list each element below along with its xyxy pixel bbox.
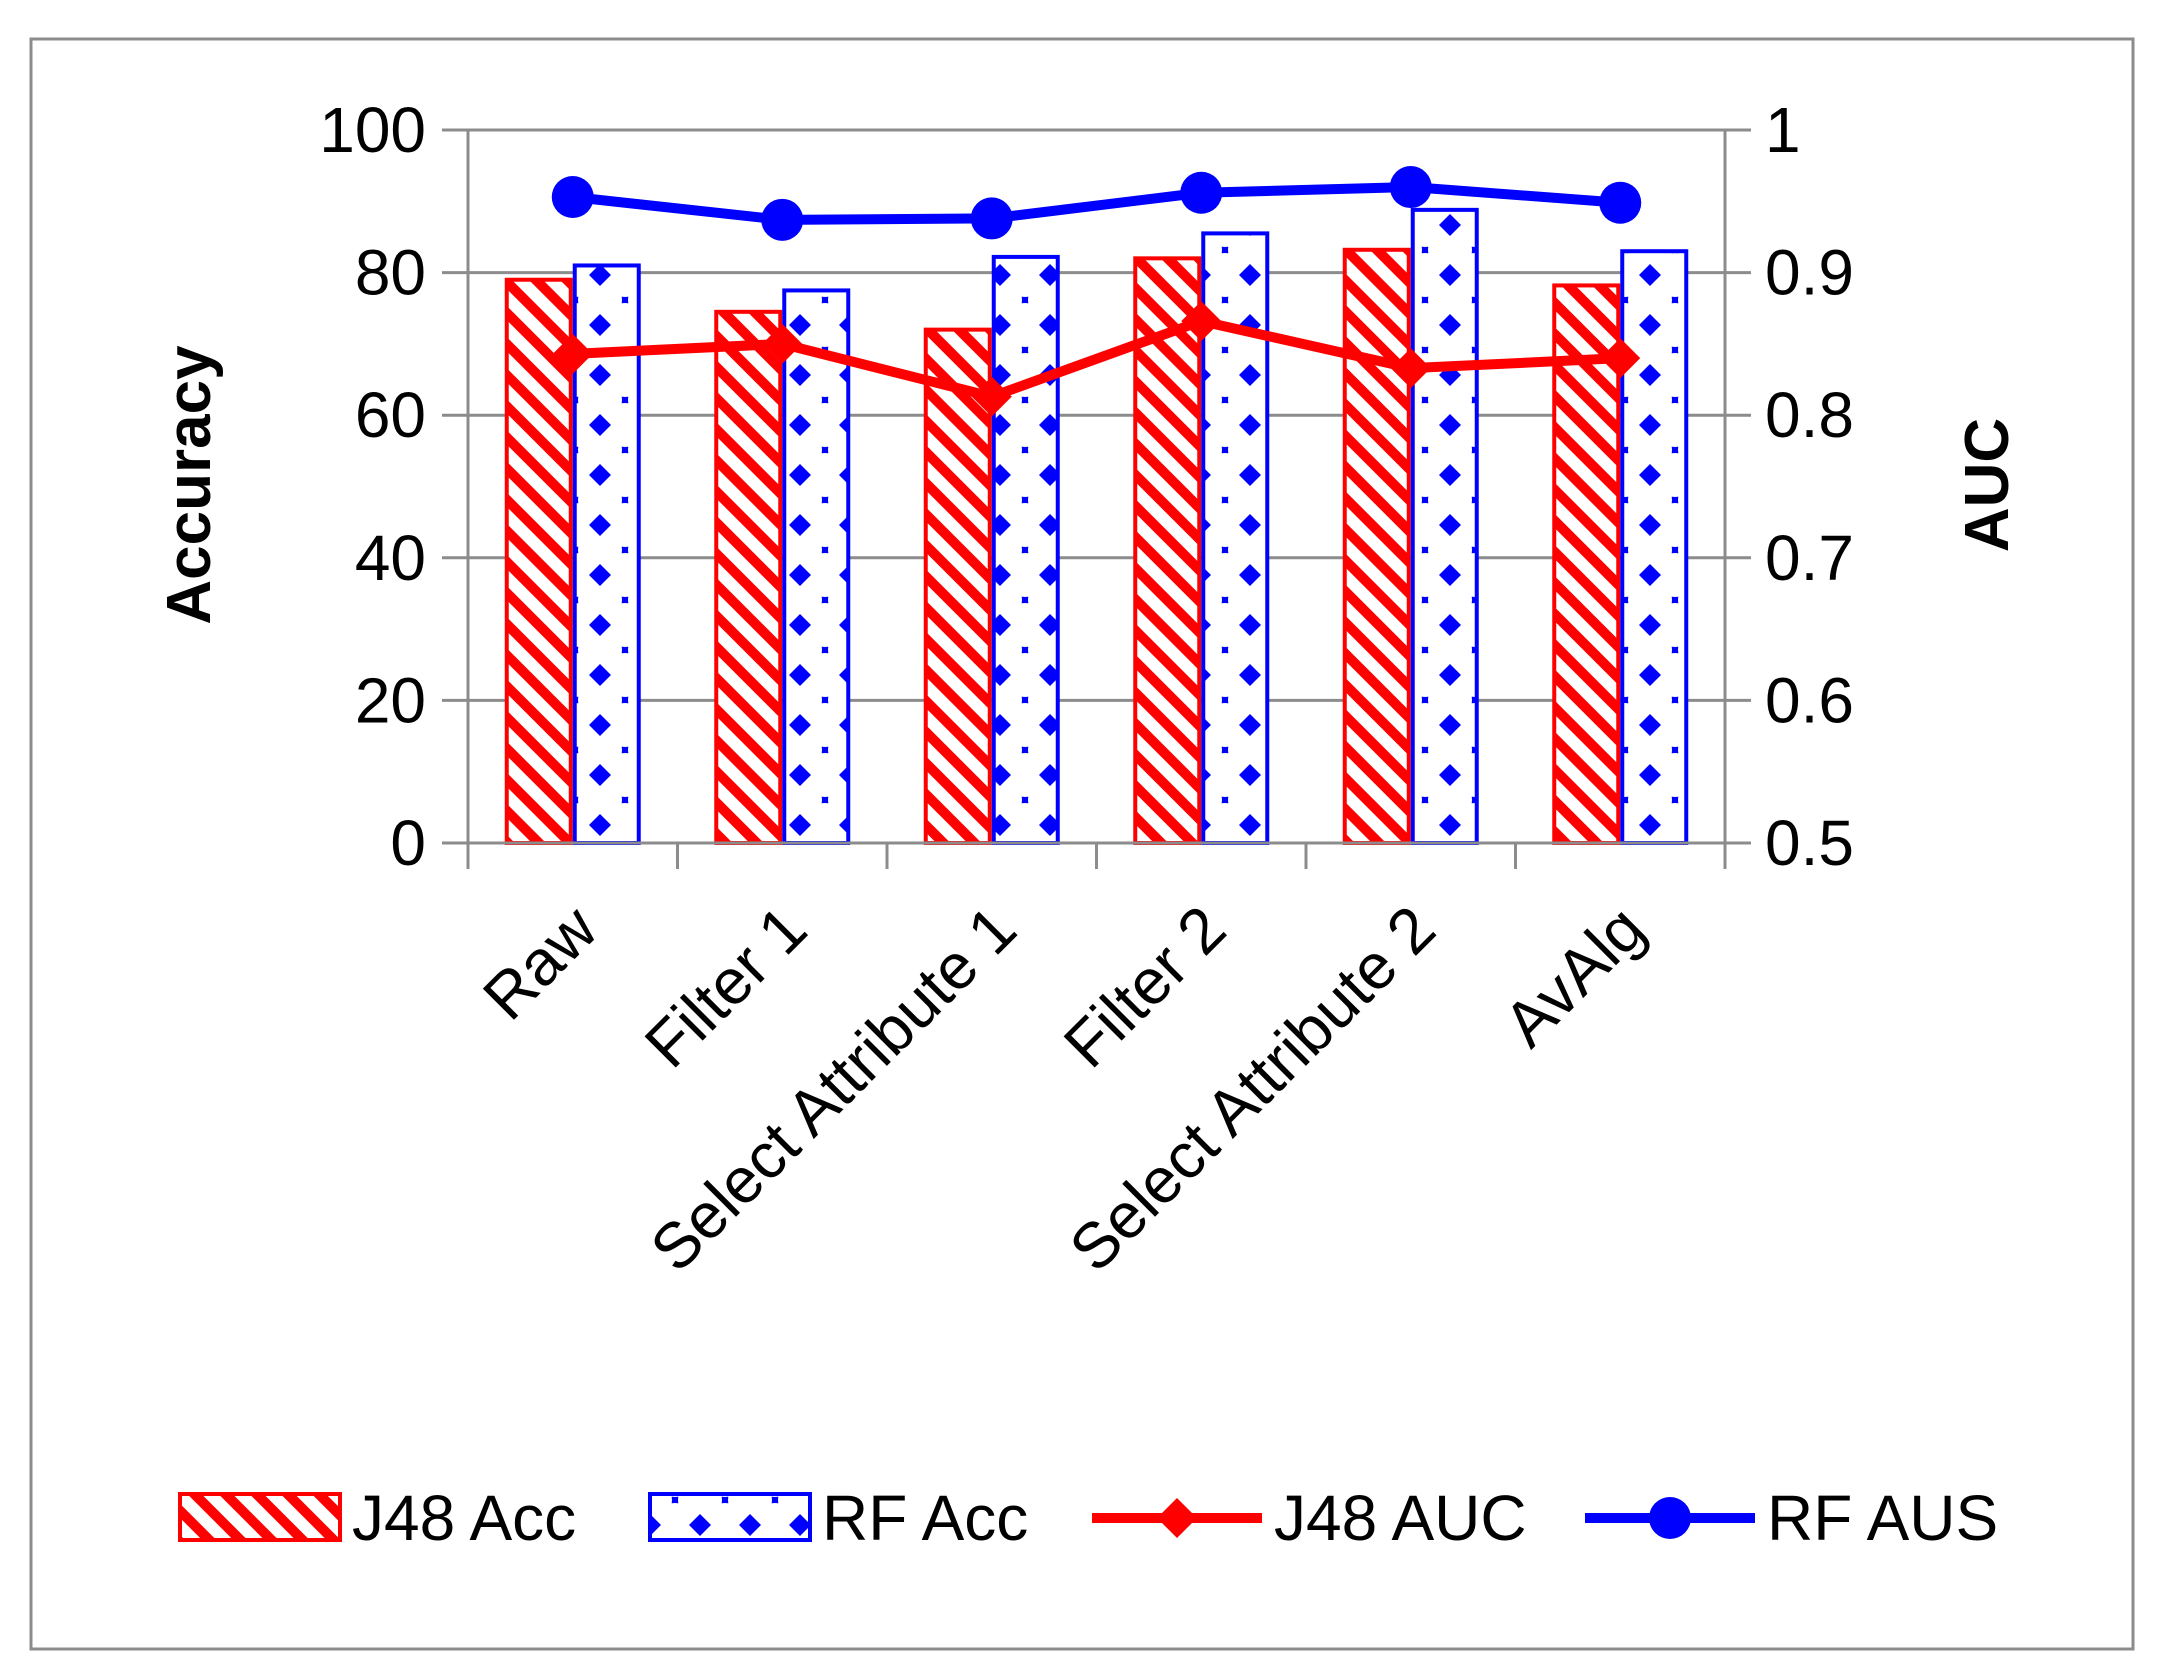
rf-aus-marker	[761, 198, 804, 241]
rf-aus-marker	[970, 197, 1013, 240]
j48-acc-bar	[1342, 247, 1411, 845]
left-tick-label: 100	[319, 94, 426, 166]
j48-auc-line	[572, 316, 1621, 402]
lines	[551, 166, 1642, 417]
j48-acc-bar	[1552, 283, 1621, 845]
j48-acc-bar	[714, 309, 783, 845]
rf-aus-marker	[1180, 171, 1223, 214]
right-tick-label: 0.5	[1765, 807, 1854, 879]
j48-auc-legend-marker	[1157, 1498, 1197, 1538]
j48-auc-legend-label: J48 AUC	[1274, 1482, 1527, 1554]
right-tick-label: 0.7	[1765, 522, 1854, 594]
right-tick-label: 1	[1765, 94, 1801, 166]
right-tick-label: 0.6	[1765, 664, 1854, 736]
gridlines	[468, 128, 1725, 702]
rf-acc-bar	[991, 254, 1060, 845]
right-tick-labels: 0.5 0.6 0.7 0.8 0.9 1	[1765, 94, 1854, 879]
rf-acc-bar	[1410, 207, 1479, 845]
rf-acc-legend-swatch	[648, 1492, 812, 1542]
left-tick-label: 0	[390, 807, 426, 879]
rf-acc-bar	[1620, 249, 1689, 845]
rf-aus-marker	[1389, 166, 1432, 209]
left-tick-label: 20	[355, 664, 426, 736]
j48-auc-marker	[971, 376, 1012, 417]
j48-acc-legend-label: J48 Acc	[352, 1482, 576, 1554]
j48-auc-marker	[762, 323, 803, 364]
left-tick-label: 40	[355, 522, 426, 594]
left-tick-labels: 0 20 40 60 80 100	[319, 94, 426, 879]
rf-acc-bar	[572, 263, 641, 846]
rf-aus-marker	[551, 176, 594, 219]
j48-acc-bar	[504, 277, 573, 846]
j48-acc-bar	[1133, 256, 1202, 845]
rf-aus-legend-marker	[1649, 1497, 1691, 1539]
rf-acc-legend-label: RF Acc	[822, 1482, 1028, 1554]
j48-acc-legend-swatch	[178, 1492, 342, 1542]
j48-auc-marker	[1181, 301, 1222, 342]
axes	[442, 128, 1751, 869]
rf-aus-line	[572, 182, 1621, 225]
rf-aus-legend-label: RF AUS	[1767, 1482, 1998, 1554]
j48-auc-marker	[1600, 338, 1641, 379]
y-axis-title: Accuracy	[155, 345, 224, 625]
right-tick-label: 0.9	[1765, 237, 1854, 309]
right-tick-label: 0.8	[1765, 379, 1854, 451]
rf-acc-bar	[782, 288, 851, 845]
left-tick-label: 80	[355, 237, 426, 309]
legend: J48 Acc RF Acc J48 AUC RF AUS	[178, 1482, 1998, 1554]
j48-auc-marker	[1390, 348, 1431, 389]
y2-axis-title: AUC	[1953, 418, 2022, 552]
left-tick-label: 60	[355, 379, 426, 451]
j48-auc-marker	[552, 333, 593, 374]
j48-acc-bar	[923, 327, 992, 845]
rf-aus-marker	[1599, 181, 1642, 224]
